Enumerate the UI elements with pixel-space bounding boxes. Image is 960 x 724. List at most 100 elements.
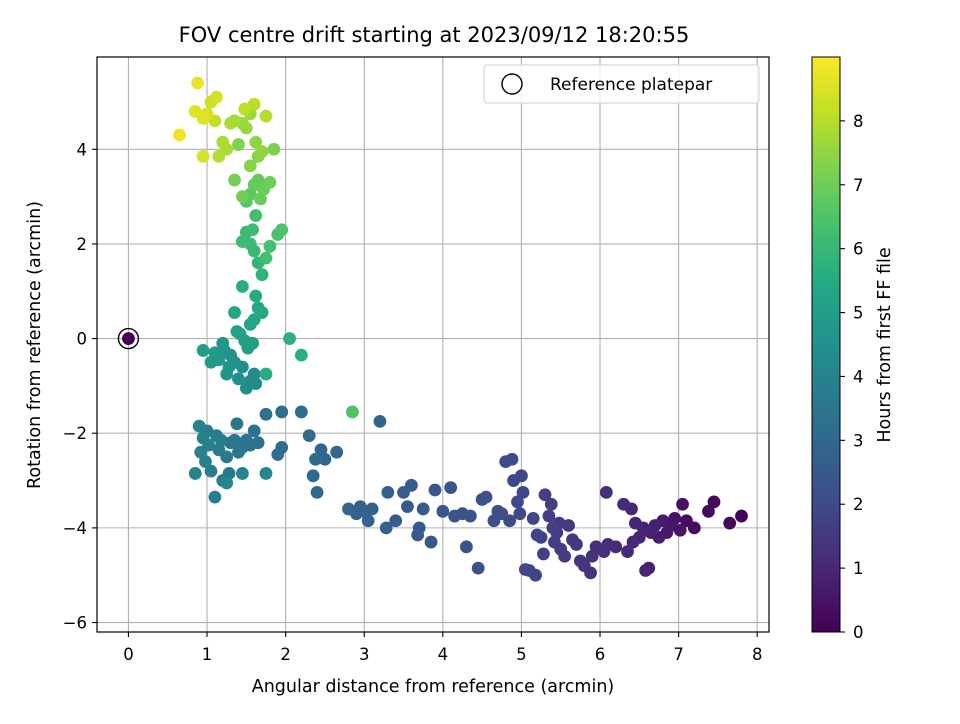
colorbar: 0 1 2 3 4 5 6 7 8 Hours from first FF file (811, 56, 895, 642)
scatter-point (511, 495, 524, 509)
scatter-point (247, 97, 261, 111)
scatter-point (236, 235, 249, 248)
colorbar-tick-label: 8 (853, 112, 864, 131)
scatter-point (389, 514, 403, 528)
scatter-point (487, 514, 501, 528)
scatter-point (259, 467, 273, 480)
scatter-point (401, 500, 414, 513)
scatter-point (707, 495, 721, 509)
scatter-point (196, 149, 210, 163)
scatter-point (424, 535, 438, 549)
colorbar-tick-label: 1 (853, 559, 864, 578)
scatter-point (379, 521, 393, 535)
scatter-point (210, 429, 223, 443)
scatter-point (196, 431, 210, 445)
scatter-point (194, 445, 208, 459)
scatter-point (259, 407, 273, 421)
scatter-point (232, 445, 245, 459)
scatter-point (238, 102, 252, 116)
colorbar-tick-label: 4 (853, 367, 864, 386)
scatter-point (599, 485, 613, 499)
scatter-point (346, 405, 359, 419)
scatter-point (310, 485, 324, 499)
scatter-point (275, 405, 289, 419)
scatter-point (191, 76, 205, 90)
y-tick-label: −2 (63, 424, 87, 443)
scatter-point (224, 116, 238, 130)
scatter-point (208, 490, 222, 504)
scatter-point (507, 474, 520, 487)
x-tick-label: 2 (280, 645, 291, 664)
scatter-point (566, 533, 579, 547)
scatter-point (249, 135, 263, 149)
scatter-point (212, 149, 226, 163)
colorbar-tick-label: 0 (853, 623, 864, 642)
marker-layer (117, 76, 748, 582)
scatter-point (411, 528, 425, 542)
scatter-point (680, 514, 693, 528)
scatter-point (548, 535, 561, 549)
scatter-point (192, 419, 206, 433)
scatter-point (416, 502, 430, 516)
reference-marker (117, 327, 140, 350)
scatter-point (702, 504, 715, 518)
scatter-point (444, 481, 458, 495)
x-axis-label: Angular distance from reference (arcmin) (252, 677, 615, 697)
colorbar-tick-label: 6 (853, 240, 864, 259)
scatter-point (263, 239, 277, 253)
scatter-point (239, 381, 253, 395)
scatter-point (499, 455, 513, 469)
scatter-point (628, 516, 642, 530)
scatter-point (513, 507, 527, 521)
scatter-point (263, 176, 277, 189)
scatter-point (259, 109, 273, 123)
scatter-point (196, 344, 210, 357)
scatter-point (516, 485, 530, 499)
scatter-point (526, 512, 540, 525)
scatter-point (283, 332, 296, 345)
scatter-point (271, 448, 285, 461)
scatter-point (275, 223, 289, 237)
scatter-point (188, 105, 202, 118)
x-tick-label: 1 (202, 645, 213, 664)
y-tick-label: 0 (77, 330, 88, 349)
scatter-point (251, 173, 265, 187)
tick-layer: 0 1 2 3 4 5 6 7 8 −6 −4 −2 0 2 4 (63, 140, 763, 664)
scatter-point (546, 521, 560, 535)
scatter-point (228, 306, 241, 319)
scatter-point (306, 469, 320, 483)
scatter-point (232, 138, 245, 151)
colorbar-tick-label: 7 (853, 176, 864, 195)
scatter-point (246, 336, 260, 350)
scatter-point (188, 467, 202, 480)
scatter-point (199, 455, 212, 469)
colorbar-label: Hours from first FF file (875, 247, 895, 442)
scatter-point (302, 429, 316, 443)
scatter-point (621, 545, 634, 558)
scatter-point (259, 251, 273, 265)
y-tick-label: 4 (77, 140, 88, 159)
chart-title: FOV centre drift starting at 2023/09/12 … (179, 23, 690, 47)
scatter-point (448, 509, 462, 523)
scatter-point (204, 355, 218, 369)
scatter-point (460, 540, 473, 554)
x-tick-label: 4 (438, 645, 449, 664)
scatter-point (220, 476, 234, 490)
scatter-point (436, 504, 450, 518)
colorbar-tick-label: 5 (853, 304, 864, 323)
scatter-point (573, 554, 587, 568)
scatter-point (212, 443, 226, 457)
scatter-point (314, 443, 328, 457)
scatter-point (255, 145, 269, 159)
scatter-point (243, 159, 257, 173)
scatter-point (236, 190, 249, 204)
x-tick-label: 7 (673, 645, 684, 664)
scatter-point (330, 445, 344, 459)
x-tick-label: 5 (516, 645, 527, 664)
scatter-point (309, 452, 322, 466)
scatter-point (246, 223, 260, 237)
scatter-point (267, 142, 281, 156)
scatter-point (537, 547, 550, 561)
